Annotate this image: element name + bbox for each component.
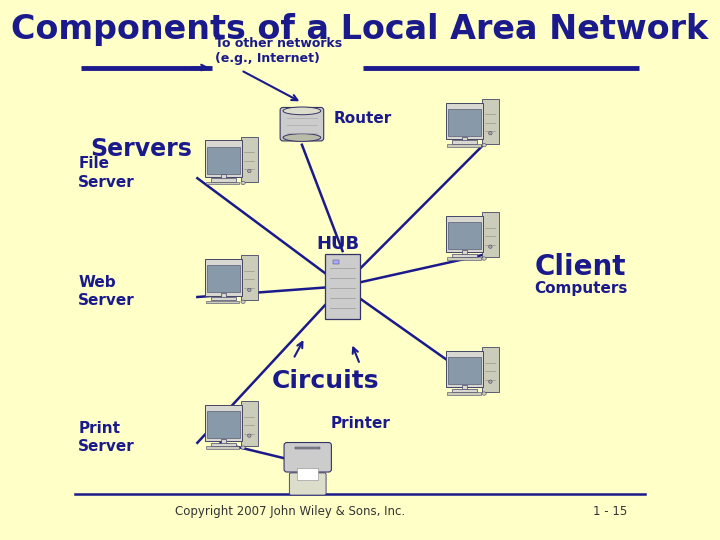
- Text: Components of a Local Area Network: Components of a Local Area Network: [12, 13, 708, 46]
- FancyBboxPatch shape: [204, 405, 243, 442]
- Text: 1 - 15: 1 - 15: [593, 505, 627, 518]
- Bar: [462, 385, 467, 390]
- Bar: [333, 260, 339, 265]
- Ellipse shape: [283, 107, 321, 114]
- Bar: [462, 250, 467, 255]
- Bar: [211, 178, 236, 181]
- Text: Web
Server: Web Server: [78, 275, 135, 308]
- FancyBboxPatch shape: [240, 401, 258, 446]
- FancyBboxPatch shape: [240, 255, 258, 300]
- Text: Copyright 2007 John Wiley & Sons, Inc.: Copyright 2007 John Wiley & Sons, Inc.: [175, 505, 405, 518]
- Ellipse shape: [482, 392, 486, 395]
- Text: Print
Server: Print Server: [78, 421, 135, 454]
- Bar: [221, 439, 226, 444]
- Ellipse shape: [482, 257, 486, 260]
- Circle shape: [489, 245, 492, 248]
- FancyBboxPatch shape: [482, 212, 499, 257]
- FancyBboxPatch shape: [449, 357, 481, 384]
- Text: Client: Client: [534, 253, 626, 281]
- Text: Router: Router: [334, 111, 392, 126]
- FancyBboxPatch shape: [446, 103, 484, 139]
- FancyBboxPatch shape: [289, 473, 326, 495]
- FancyBboxPatch shape: [240, 137, 258, 181]
- Bar: [206, 301, 240, 303]
- Bar: [452, 254, 477, 257]
- Ellipse shape: [482, 144, 486, 147]
- FancyBboxPatch shape: [449, 109, 481, 136]
- Bar: [211, 297, 236, 300]
- FancyBboxPatch shape: [204, 259, 243, 296]
- Text: Circuits: Circuits: [271, 369, 379, 393]
- FancyBboxPatch shape: [284, 442, 331, 472]
- Ellipse shape: [241, 181, 246, 185]
- Bar: [447, 258, 480, 260]
- Text: Servers: Servers: [90, 137, 192, 160]
- Ellipse shape: [283, 134, 321, 141]
- Circle shape: [489, 132, 492, 135]
- Circle shape: [248, 434, 251, 437]
- FancyBboxPatch shape: [325, 254, 360, 319]
- FancyBboxPatch shape: [204, 140, 243, 177]
- FancyBboxPatch shape: [482, 347, 499, 392]
- Bar: [221, 174, 226, 179]
- Circle shape: [489, 380, 492, 383]
- Text: File
Server: File Server: [78, 156, 135, 190]
- FancyBboxPatch shape: [207, 411, 240, 438]
- Bar: [447, 393, 480, 395]
- Text: To other networks
(e.g., Internet): To other networks (e.g., Internet): [215, 37, 342, 65]
- FancyBboxPatch shape: [449, 222, 481, 249]
- Bar: [206, 182, 240, 184]
- Ellipse shape: [241, 446, 246, 449]
- Ellipse shape: [241, 300, 246, 303]
- Bar: [452, 140, 477, 144]
- Bar: [211, 443, 236, 446]
- Text: Computers: Computers: [534, 281, 628, 296]
- FancyBboxPatch shape: [207, 147, 240, 173]
- FancyBboxPatch shape: [207, 266, 240, 292]
- Text: Printer: Printer: [331, 416, 391, 431]
- FancyBboxPatch shape: [446, 216, 484, 253]
- Circle shape: [248, 288, 251, 292]
- FancyBboxPatch shape: [446, 351, 484, 388]
- Bar: [206, 447, 240, 449]
- Bar: [221, 293, 226, 298]
- Bar: [297, 468, 318, 480]
- Circle shape: [248, 170, 251, 173]
- Bar: [452, 389, 477, 392]
- FancyBboxPatch shape: [280, 107, 324, 141]
- Text: HUB: HUB: [316, 235, 359, 253]
- Bar: [447, 144, 480, 146]
- Bar: [462, 137, 467, 141]
- Bar: [295, 447, 320, 449]
- FancyBboxPatch shape: [482, 99, 499, 144]
